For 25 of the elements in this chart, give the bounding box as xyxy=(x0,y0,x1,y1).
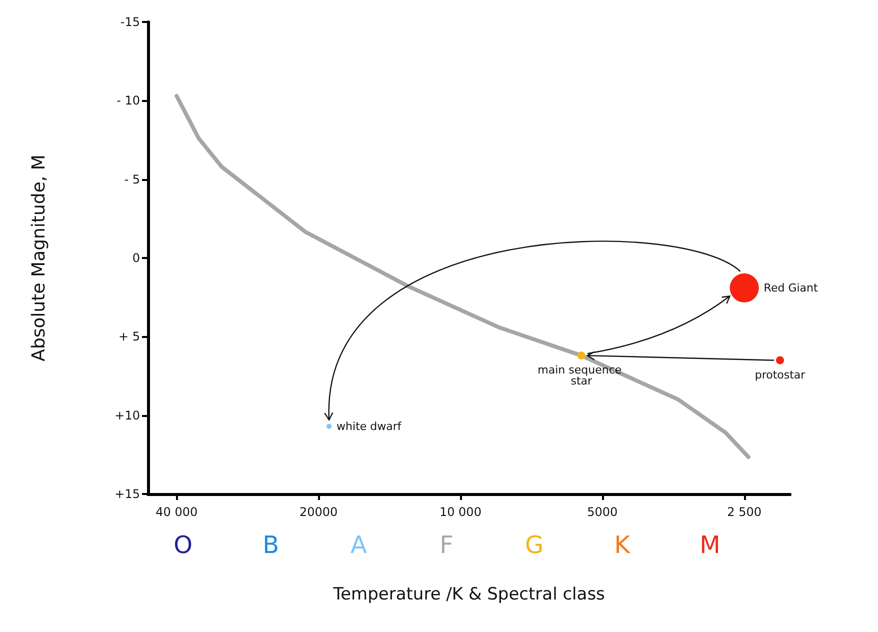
y-tick-label: +15 xyxy=(114,487,140,501)
y-tick-label: +10 xyxy=(114,408,140,422)
y-tick-label: - 5 xyxy=(124,172,140,186)
series-label: white dwarf xyxy=(336,420,402,433)
text: A xyxy=(350,531,368,559)
text: B xyxy=(262,531,280,559)
y-tick-label: + 5 xyxy=(118,330,140,344)
series-label: Red Giant xyxy=(764,281,818,294)
x-tick-label: 2 500 xyxy=(727,505,762,519)
x-tick-label: 20000 xyxy=(299,505,338,519)
y-axis-title: Absolute Magnitude, M xyxy=(28,154,50,362)
text: O xyxy=(174,531,192,559)
text: G xyxy=(525,531,544,559)
text: F xyxy=(440,531,454,559)
x-tick-label: 5000 xyxy=(587,505,618,519)
series-label: main sequence star xyxy=(538,364,626,388)
text: K xyxy=(614,531,632,559)
series-label: protostar xyxy=(754,368,806,382)
x-axis-title: Temperature /K & Spectral class xyxy=(332,584,606,604)
x-tick-label: 40 000 xyxy=(156,505,198,519)
x-tick-label: 10 000 xyxy=(439,505,482,519)
y-tick-label: - 10 xyxy=(116,94,140,108)
y-tick-label: -15 xyxy=(120,15,140,29)
text: M xyxy=(700,531,720,559)
y-tick-label: 0 xyxy=(132,251,140,265)
